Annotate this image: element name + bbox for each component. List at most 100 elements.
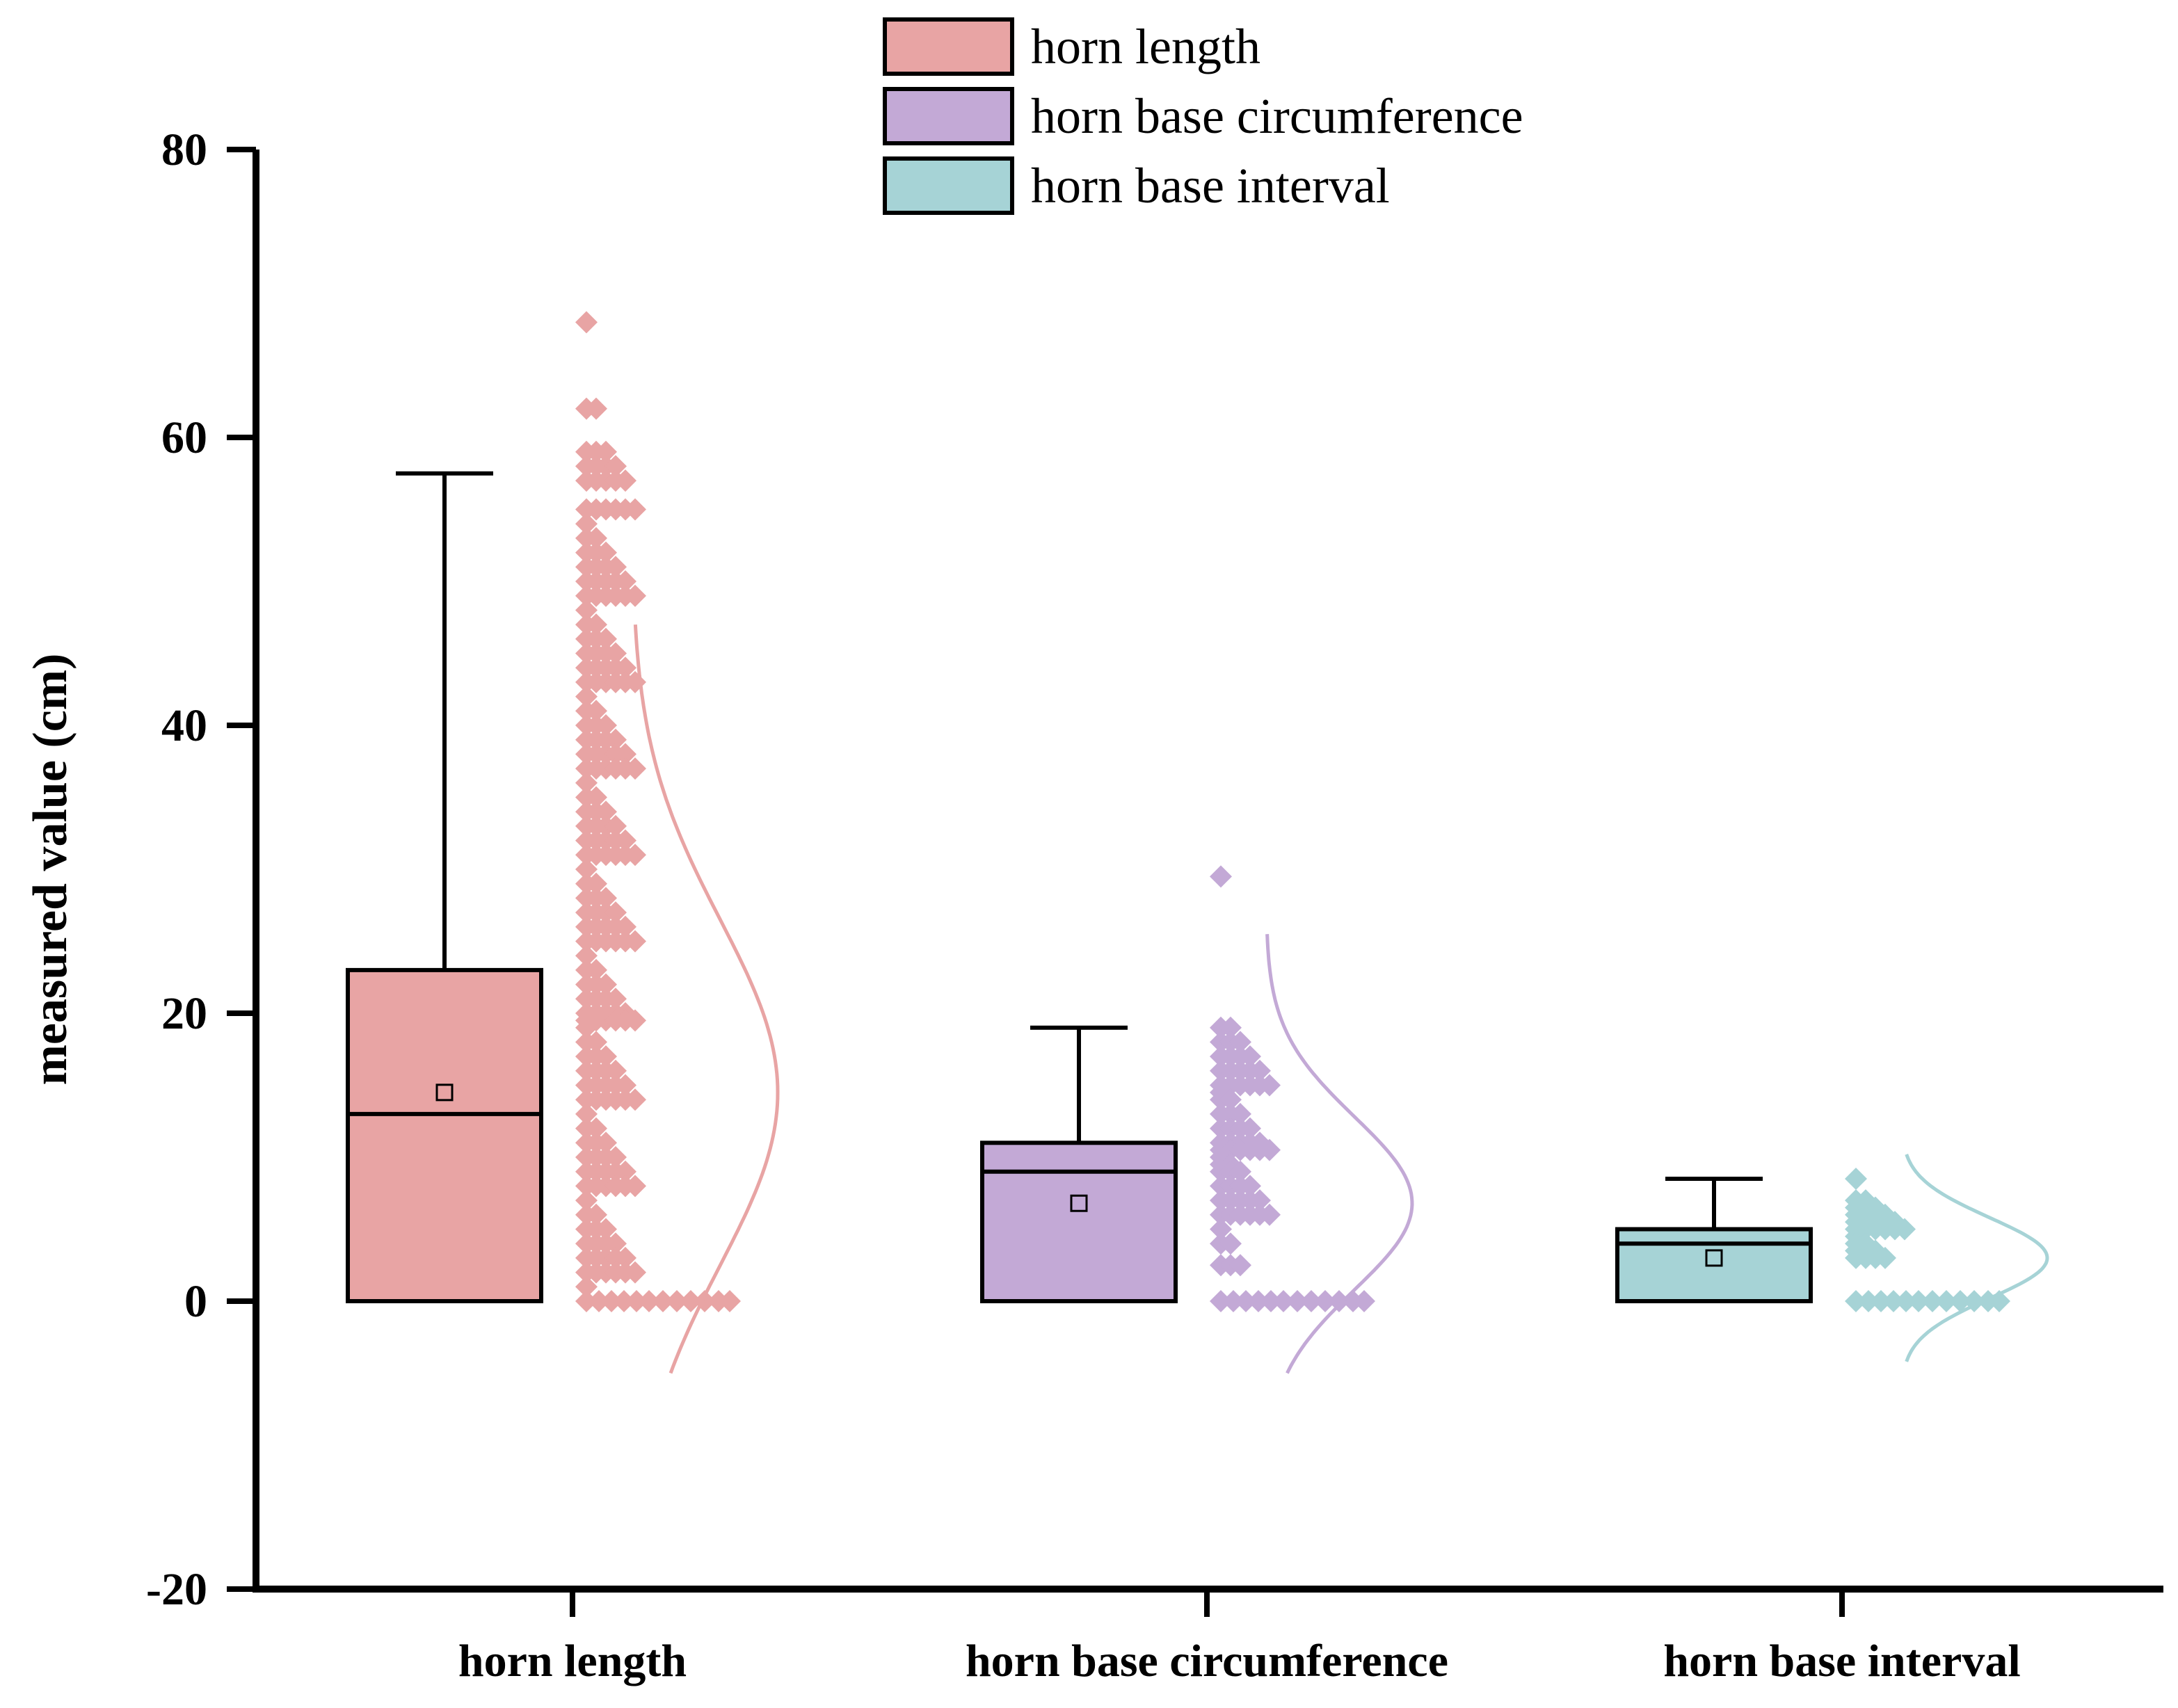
data-point [575,311,598,334]
data-point [1219,1088,1242,1111]
series-2 [980,865,1414,1374]
data-point [595,1045,617,1068]
data-point [1239,1045,1261,1068]
data-point [1210,865,1232,888]
data-point [1229,1254,1251,1277]
data-point [575,858,598,880]
distribution-curve [633,624,780,1374]
distribution-curve [1905,1154,2049,1362]
data-point [1222,1290,1244,1312]
y-tick-label: -20 [146,1564,207,1615]
series-1 [346,311,780,1374]
legend-swatch [883,87,1014,145]
data-point [638,1290,660,1312]
data-point [1260,1290,1282,1312]
data-point [1219,1016,1242,1039]
data-point [604,728,627,751]
data-point [614,743,636,766]
data-point [604,901,627,924]
data-point [1272,1290,1295,1312]
data-point [1210,1290,1232,1312]
data-point [1949,1290,1971,1312]
data-point [604,814,627,837]
data-point [1874,1246,1896,1269]
series-3 [1615,1154,2049,1362]
data-point [1258,1203,1281,1226]
y-axis-title: measured value (cm) [24,654,77,1086]
data-point [1258,1138,1281,1161]
data-point [604,642,627,665]
data-point [613,1290,635,1312]
data-point [588,1290,610,1312]
data-point [624,1261,646,1284]
data-point [1249,1059,1271,1082]
data-point [585,872,607,895]
data-point [575,1016,598,1039]
data-point [595,1218,617,1241]
data-point [1239,1175,1261,1198]
data-point [585,397,607,420]
data-point [624,757,646,780]
data-point [595,541,617,564]
data-point [624,1088,646,1111]
data-point [614,656,636,679]
data-point [624,498,646,521]
data-point [585,526,607,549]
data-point [575,599,598,622]
data-point [624,1175,646,1198]
data-point [1893,1218,1916,1241]
data-point [575,1275,598,1298]
data-point [1857,1290,1880,1312]
data-point [1239,1117,1261,1140]
data-point [1882,1290,1905,1312]
data-point [614,829,636,852]
data-point [625,1290,648,1312]
data-point [595,1131,617,1154]
data-point [604,1059,627,1082]
data-point [585,786,607,809]
data-point [604,1232,627,1255]
data-point [575,944,598,967]
data-point [1328,1290,1350,1312]
plot-area [346,311,2049,1374]
data-point [1907,1290,1930,1312]
data-point [614,570,636,593]
data-point [624,584,646,607]
data-point [575,1102,598,1125]
data-point [604,1146,627,1168]
data-point [575,1290,598,1312]
legend: horn length horn base circumference horn b… [883,17,1523,215]
y-tick-label: 20 [161,988,207,1039]
data-point [680,1290,702,1312]
mean-marker [1070,1194,1088,1212]
data-point [1845,1290,1867,1312]
data-point [1870,1290,1892,1312]
legend-label: horn length [1031,19,1260,74]
y-tick-label: 60 [161,412,207,463]
data-point [614,469,636,492]
legend-label: horn base circumference [1031,88,1523,144]
data-point [575,685,598,708]
data-point [1229,1102,1251,1125]
x-tick-label: horn base interval [1663,1636,2020,1686]
data-point [600,1290,623,1312]
data-point [585,1117,607,1140]
data-point [652,1290,674,1312]
y-tick-label: 0 [184,1276,207,1327]
data-point [585,958,607,981]
data-point [719,1290,741,1312]
data-point [1249,1189,1271,1212]
data-point [614,915,636,938]
data-point [1219,1232,1242,1255]
data-point [624,930,646,953]
data-point [1353,1290,1375,1312]
data-point [595,973,617,996]
axes: -20 0 20 40 60 80 horn length horn base circumf… [146,124,2163,1686]
data-point [1210,1218,1232,1241]
data-point [1229,1031,1251,1054]
data-point [614,1160,636,1183]
data-point [1247,1290,1270,1312]
data-point [1258,1074,1281,1097]
data-point [624,844,646,867]
